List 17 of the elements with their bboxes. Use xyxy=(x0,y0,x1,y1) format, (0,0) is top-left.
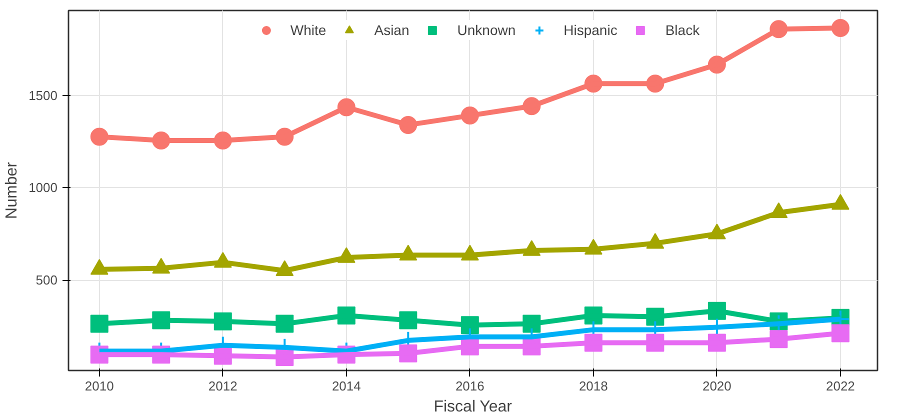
x-tick-label: 2018 xyxy=(578,378,608,394)
x-tick-label: 2016 xyxy=(455,378,484,394)
x-tick-label: 2020 xyxy=(702,378,732,394)
legend-label: Black xyxy=(665,22,700,38)
x-tick-label: 2012 xyxy=(208,378,238,394)
legend-label: Unknown xyxy=(457,22,516,38)
y-tick-label: 1500 xyxy=(28,88,58,103)
legend-label: Hispanic xyxy=(564,22,618,38)
legend-label: White xyxy=(290,22,326,38)
x-tick-label: 2010 xyxy=(84,378,114,394)
y-tick-label: 500 xyxy=(36,272,58,288)
y-axis-title: Number xyxy=(4,161,21,219)
x-tick-label: 2022 xyxy=(826,378,855,394)
x-tick-label: 2014 xyxy=(332,378,361,394)
y-tick-label: 1000 xyxy=(28,180,58,196)
legend-label: Asian xyxy=(374,22,410,38)
x-axis-title: Fiscal Year xyxy=(434,398,513,416)
